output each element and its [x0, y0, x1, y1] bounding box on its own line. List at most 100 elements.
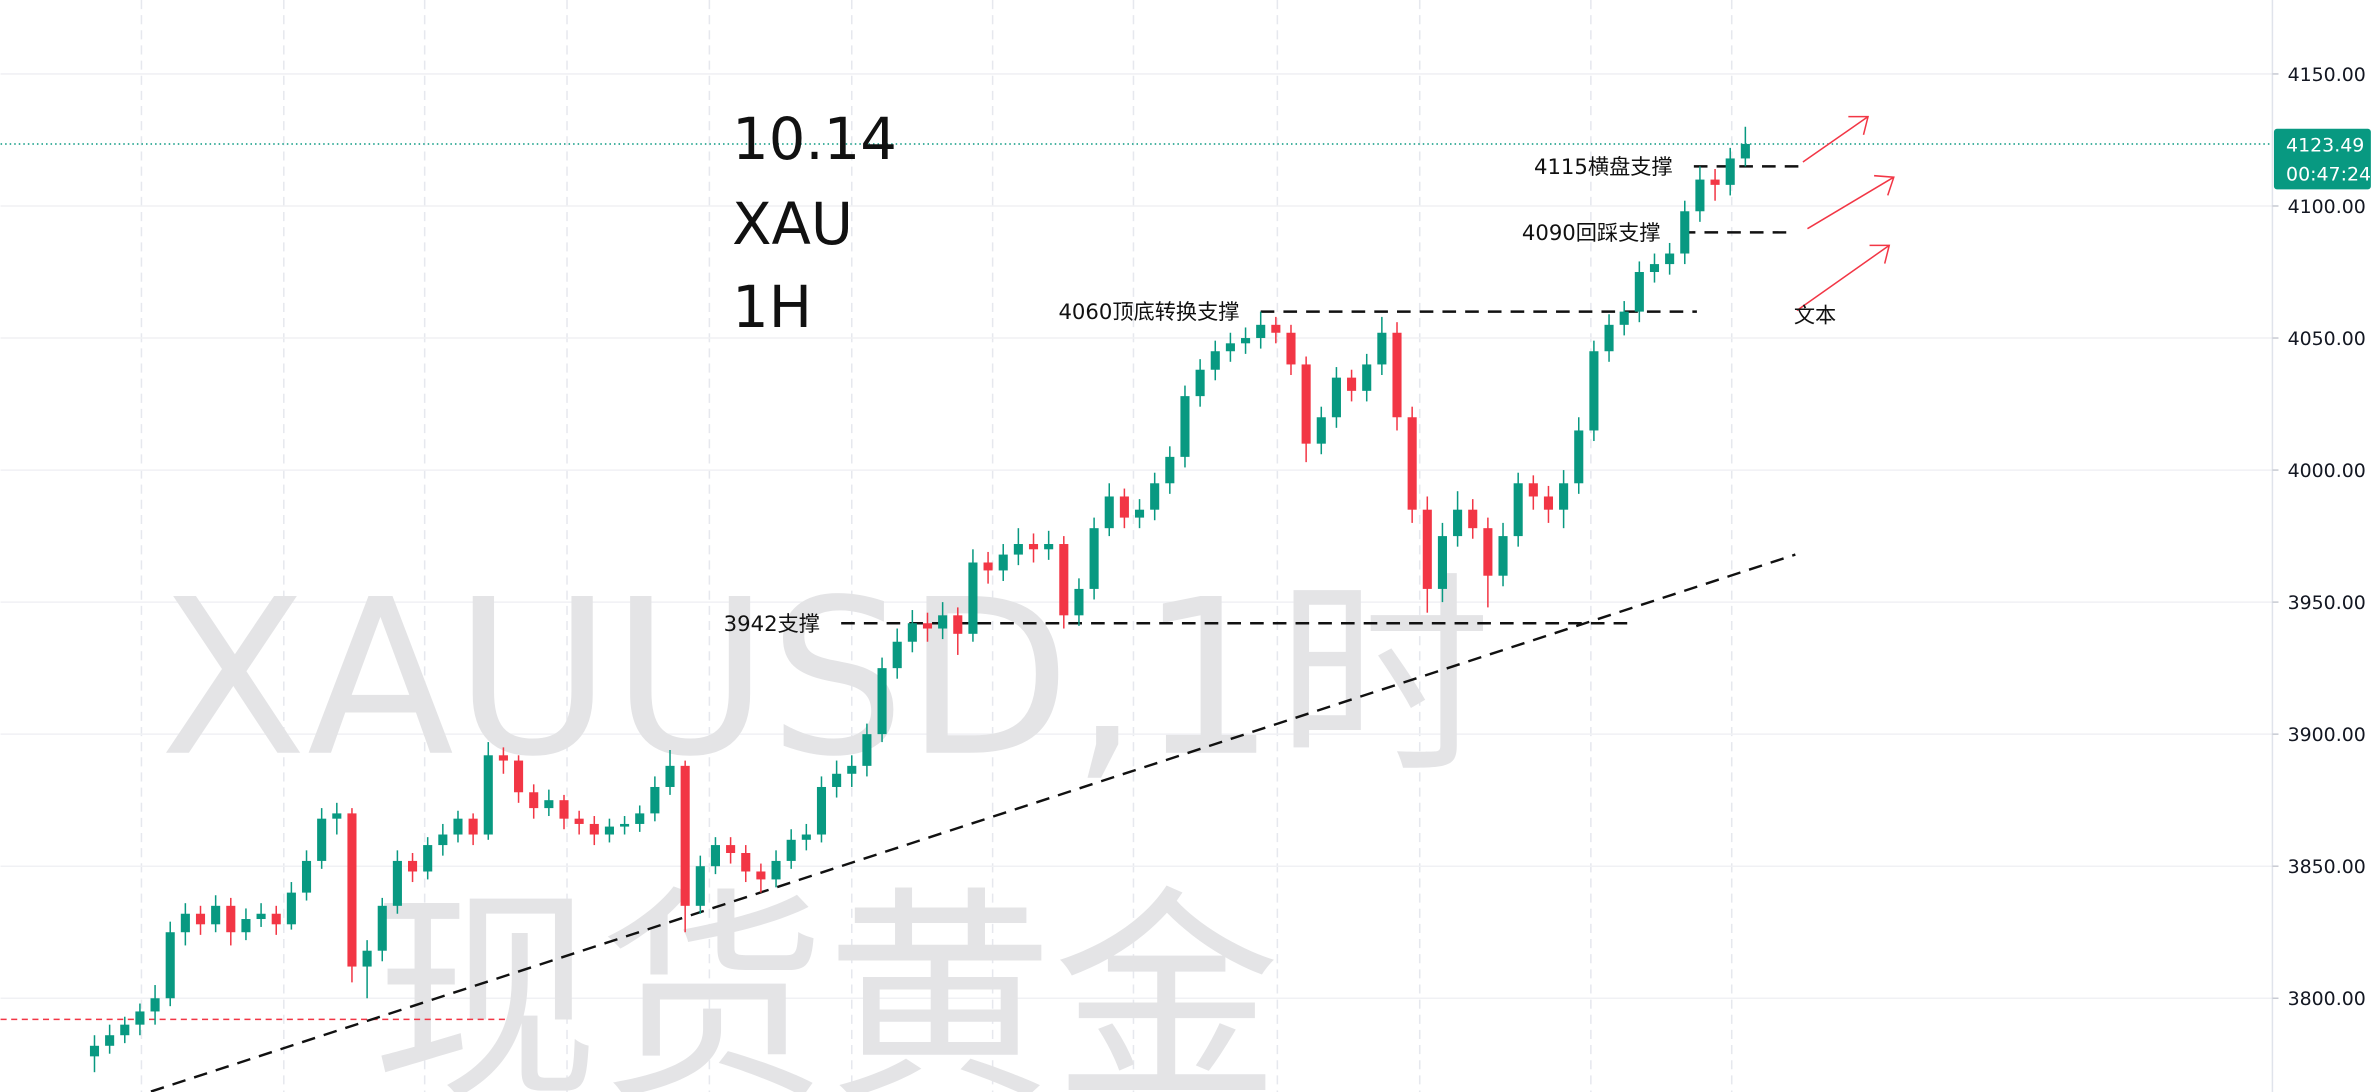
- candle-body: [226, 905, 236, 933]
- candle-body: [620, 823, 630, 827]
- candle-body: [907, 623, 917, 642]
- candle-body: [1498, 536, 1508, 576]
- candle-body: [998, 554, 1008, 571]
- candle-body: [483, 755, 493, 835]
- candle-body: [1210, 351, 1220, 370]
- candle-body: [1619, 311, 1629, 325]
- candle-body: [1256, 324, 1266, 339]
- candle-body: [423, 845, 433, 872]
- candle-body: [1740, 143, 1750, 159]
- candle-body: [1543, 496, 1554, 510]
- candle-body: [771, 860, 781, 880]
- candle-body: [680, 765, 690, 906]
- candle-body: [1725, 158, 1735, 185]
- headline-timeframe: 1H: [732, 274, 812, 341]
- arrow-head: [1869, 244, 1891, 264]
- candles-layer: [89, 126, 1750, 1073]
- support-label: 4060顶底转换支撑: [1058, 299, 1239, 324]
- candle-body: [1165, 456, 1175, 484]
- y-tick-label: 3800.00: [2288, 988, 2366, 1010]
- arrow: [1802, 116, 1869, 163]
- candle-body: [1574, 430, 1584, 484]
- axis-layer: 4150.00 4100.00 4050.00 4000.00 3950.00 3900.…: [2271, 0, 2376, 1092]
- price-tag: [2273, 128, 2371, 190]
- candle-body: [741, 853, 751, 872]
- candle-body: [847, 765, 857, 774]
- y-tick-label: 3950.00: [2288, 592, 2366, 614]
- support-label: 4090回踩支撑: [1522, 220, 1661, 245]
- candle-body: [1150, 483, 1160, 510]
- candle-body: [604, 826, 614, 835]
- candle-body: [392, 860, 402, 906]
- headline-symbol: XAU: [732, 191, 853, 258]
- candle-body: [756, 871, 766, 880]
- candle-body: [1634, 272, 1644, 312]
- trendline: [145, 553, 1796, 1092]
- candle-body: [1589, 351, 1599, 431]
- headline-date: 10.14: [732, 106, 897, 173]
- candle-body: [468, 818, 478, 835]
- candle-body: [832, 773, 842, 787]
- candle-body: [377, 905, 387, 951]
- candle-body: [301, 860, 312, 893]
- candle-body: [892, 641, 902, 669]
- candle-body: [1013, 544, 1023, 555]
- candle-body: [1468, 509, 1478, 529]
- candle-body: [922, 623, 933, 629]
- candle-body: [241, 919, 251, 933]
- candle-body: [89, 1045, 100, 1057]
- candle-body: [1710, 179, 1720, 185]
- candle-body: [286, 892, 296, 925]
- candle-body: [105, 1035, 115, 1046]
- candle-body: [498, 755, 508, 761]
- candle-body: [1649, 264, 1660, 273]
- candle-body: [180, 913, 190, 933]
- candle-body: [650, 786, 660, 814]
- candle-body: [544, 800, 554, 809]
- candle-body: [256, 913, 266, 920]
- candle-body: [726, 845, 736, 854]
- candle-body: [968, 562, 978, 634]
- candle-body: [362, 950, 372, 967]
- arrows: [1796, 115, 1895, 312]
- candle-body: [1286, 332, 1296, 365]
- y-tick-label: 3900.00: [2288, 724, 2366, 746]
- candle-body: [529, 792, 539, 809]
- candle-body: [514, 760, 524, 793]
- candle-body: [1392, 332, 1402, 418]
- countdown-label: 00:47:24: [2286, 163, 2371, 185]
- candle-body: [271, 913, 281, 925]
- arrow-head: [1848, 115, 1870, 135]
- candle-body: [1528, 483, 1538, 497]
- support-label: 3942支撑: [724, 611, 820, 636]
- y-tick-label: 4050.00: [2288, 328, 2366, 350]
- arrow: [1807, 176, 1895, 230]
- candle-body: [1316, 417, 1326, 444]
- note-text: 文本: [1794, 303, 1836, 328]
- candle-body: [1059, 544, 1069, 616]
- candle-body: [195, 913, 206, 925]
- candle-body: [665, 765, 675, 787]
- headline-layer: 10.14 XAU 1H: [732, 106, 897, 341]
- candle-body: [1695, 179, 1705, 212]
- candle-body: [1044, 544, 1054, 550]
- candle-body: [1331, 377, 1341, 418]
- candle-body: [1089, 528, 1099, 589]
- candle-body: [453, 818, 463, 835]
- candle-body: [1437, 536, 1447, 589]
- candle-body: [938, 615, 948, 629]
- y-tick-label: 4100.00: [2288, 196, 2366, 218]
- candle-body: [211, 905, 221, 925]
- candle-body: [816, 786, 827, 835]
- candle-body: [1028, 544, 1039, 550]
- candle-body: [1195, 369, 1205, 397]
- candle-body: [1074, 588, 1084, 616]
- candle-body: [801, 834, 811, 840]
- candle-body: [635, 813, 645, 824]
- candle-body: [1665, 253, 1675, 265]
- candle-body: [695, 866, 705, 906]
- candle-body: [347, 813, 357, 967]
- candle-body: [877, 668, 887, 735]
